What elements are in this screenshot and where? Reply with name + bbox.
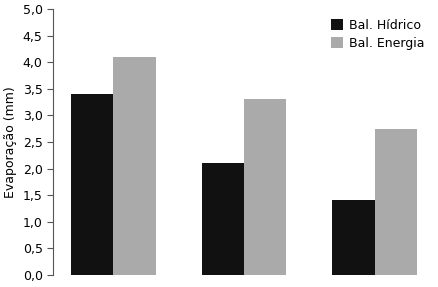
Bar: [374, 129, 416, 275]
Bar: [113, 57, 155, 275]
Bar: [201, 163, 244, 275]
Bar: [244, 100, 286, 275]
Y-axis label: Evaporação (mm): Evaporação (mm): [4, 86, 17, 198]
Bar: [71, 94, 113, 275]
Bar: [332, 200, 374, 275]
Legend: Bal. Hídrico, Bal. Energia: Bal. Hídrico, Bal. Energia: [326, 15, 427, 54]
